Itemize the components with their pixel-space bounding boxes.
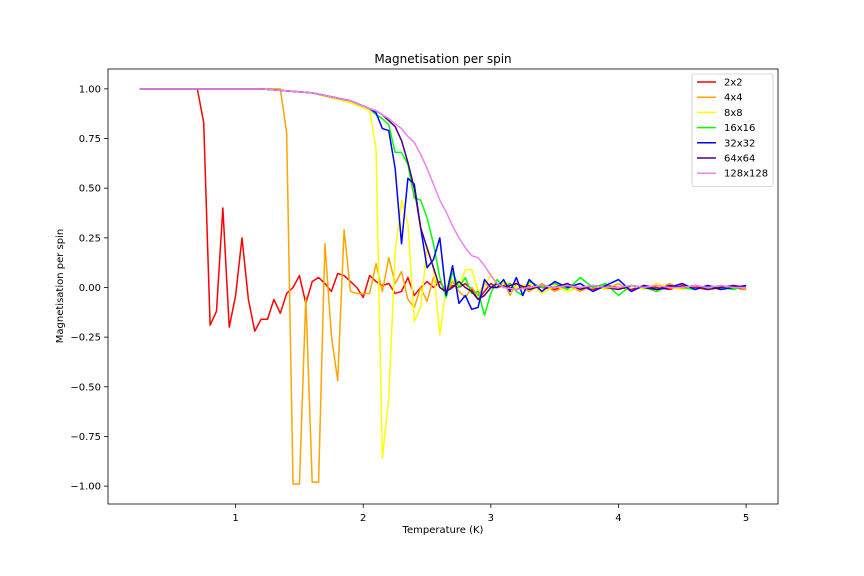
legend-label-64x64: 64x64 [724,154,755,165]
x-tick-label: 2 [360,513,366,524]
y-tick-label: 0.50 [79,184,101,195]
x-tick-label: 5 [743,513,749,524]
legend-label-4x4: 4x4 [724,93,743,104]
x-tick-label: 1 [232,513,238,524]
y-tick-label: −0.75 [70,432,101,443]
legend-label-2x2: 2x2 [724,78,743,89]
y-tick-label: −0.50 [70,382,101,393]
legend: 2x2 4x4 8x8 16x16 32x32 64x64 128x128 [691,73,774,187]
legend-label-128x128: 128x128 [724,169,768,180]
y-tick-label: −1.00 [70,482,101,493]
y-tick-label: 0.25 [79,233,101,244]
legend-label-32x32: 32x32 [724,138,755,149]
chart-title: Magnetisation per spin [374,52,511,66]
x-axis: 1 2 3 4 5 [232,504,749,524]
y-tick-label: 1.00 [79,84,101,95]
series-line-64x64 [139,88,747,301]
series-line-128x128 [139,88,747,291]
y-axis: −1.00 −0.75 −0.50 −0.25 0.00 0.25 0.50 0.75 1.00 [70,84,108,493]
x-axis-label: Temperature (K) [402,525,484,536]
legend-label-16x16: 16x16 [724,123,755,134]
y-tick-label: 0.75 [79,134,101,145]
legend-label-8x8: 8x8 [724,108,743,119]
y-axis-label: Magnetisation per spin [55,229,66,343]
y-tick-label: 0.00 [79,283,101,294]
y-tick-label: −0.25 [70,333,101,344]
x-tick-label: 4 [615,513,621,524]
series-layer [139,88,747,485]
x-tick-label: 3 [488,513,494,524]
